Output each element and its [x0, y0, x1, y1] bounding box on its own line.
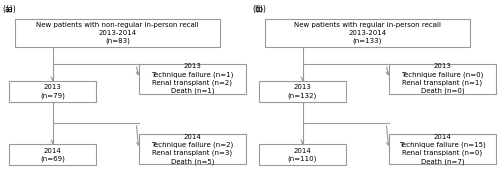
Bar	[9, 144, 96, 165]
Bar	[139, 134, 246, 164]
Text: New patients with regular in-person recall
2013-2014
(n=133): New patients with regular in-person reca…	[294, 22, 441, 44]
Bar	[15, 19, 220, 47]
Text: 2013
Technique failure (n=1)
Renal transplant (n=2)
Death (n=1): 2013 Technique failure (n=1) Renal trans…	[152, 63, 234, 94]
Text: 2013
(n=132): 2013 (n=132)	[288, 84, 317, 99]
Text: (a): (a)	[5, 5, 16, 14]
Text: 2014
Technique failure (n=15)
Renal transplant (n=0)
Death (n=7): 2014 Technique failure (n=15) Renal tran…	[399, 134, 486, 165]
Text: 2014
Technique failure (n=2)
Renal transplant (n=3)
Death (n=5): 2014 Technique failure (n=2) Renal trans…	[152, 134, 234, 165]
Text: New patients with non-regular in-person recall
2013-2014
(n=83): New patients with non-regular in-person …	[36, 22, 199, 44]
Bar	[9, 81, 96, 102]
Text: 2014
(n=69): 2014 (n=69)	[40, 147, 65, 162]
Text: (b): (b)	[255, 5, 266, 14]
Text: (a): (a)	[2, 5, 13, 14]
Text: (b): (b)	[252, 5, 264, 14]
Bar	[139, 64, 246, 94]
Text: 2014
(n=110): 2014 (n=110)	[288, 147, 317, 162]
Bar	[259, 144, 346, 165]
Bar	[389, 64, 496, 94]
Bar	[265, 19, 470, 47]
Bar	[389, 134, 496, 164]
Text: 2013
Technique failure (n=0)
Renal transplant (n=1)
Death (n=0): 2013 Technique failure (n=0) Renal trans…	[402, 63, 483, 94]
Text: 2013
(n=79): 2013 (n=79)	[40, 84, 65, 99]
Bar	[259, 81, 346, 102]
